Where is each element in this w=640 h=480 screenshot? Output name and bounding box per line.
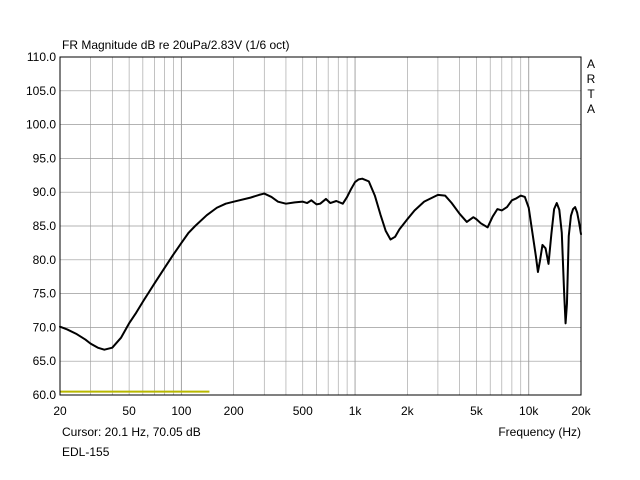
x-axis-label: Frequency (Hz): [498, 425, 581, 439]
x-tick-label: 20: [53, 404, 67, 418]
x-tick-label: 100: [171, 404, 191, 418]
y-tick-label: 100.0: [26, 118, 56, 132]
brand-letter: T: [587, 87, 595, 101]
cursor-readout: Cursor: 20.1 Hz, 70.05 dB: [62, 425, 201, 439]
y-tick-label: 80.0: [33, 253, 57, 267]
footer-label: EDL-155: [62, 445, 110, 459]
plot-area-border: [59, 56, 582, 396]
x-tick-label: 5k: [470, 404, 484, 418]
grid: [60, 57, 581, 395]
series-layer: [59, 177, 582, 393]
y-tick-label: 95.0: [33, 151, 57, 165]
brand-letter: A: [587, 57, 595, 71]
x-tick-label: 500: [293, 404, 313, 418]
brand-letter: A: [587, 102, 595, 116]
x-tick-label: 10k: [519, 404, 539, 418]
y-tick-label: 70.0: [33, 320, 57, 334]
x-tick-label: 20k: [571, 404, 591, 418]
x-tick-label: 2k: [401, 404, 415, 418]
y-tick-label: 75.0: [33, 287, 57, 301]
y-axis-ticks: 60.0 65.0 70.0 75.0 80.0 85.0 90.0 95.0 100.0 105…: [26, 50, 56, 402]
series-line: [59, 177, 582, 351]
y-tick-label: 65.0: [33, 354, 57, 368]
y-tick-label: 110.0: [27, 50, 56, 64]
x-tick-label: 1k: [349, 404, 363, 418]
chart-title: FR Magnitude dB re 20uPa/2.83V (1/6 oct): [62, 38, 289, 52]
y-tick-label: 105.0: [26, 84, 56, 98]
x-axis-ticks: 20 50 100 200 500 1k 2k 5k 10k 20k: [53, 404, 591, 418]
y-tick-label: 90.0: [33, 185, 57, 199]
brand-letter: R: [587, 72, 596, 86]
x-tick-label: 50: [122, 404, 136, 418]
x-tick-label: 200: [224, 404, 244, 418]
y-tick-label: 85.0: [33, 219, 57, 233]
y-tick-label: 60.0: [33, 388, 57, 402]
